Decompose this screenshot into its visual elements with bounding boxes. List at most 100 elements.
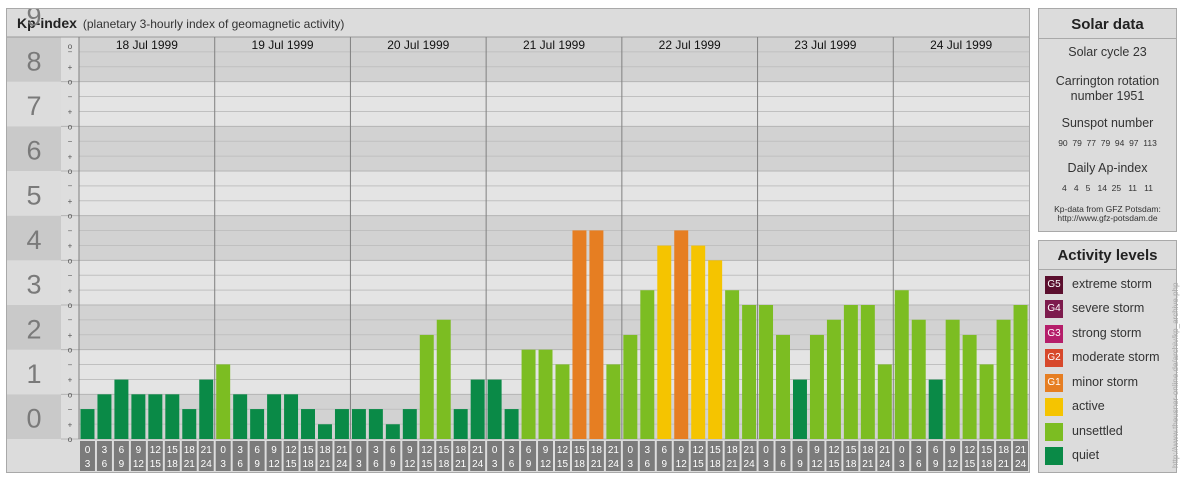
interval-cell xyxy=(571,441,587,471)
kp-bar xyxy=(504,409,519,439)
interval-cell xyxy=(80,441,95,471)
interval-cell xyxy=(622,441,638,471)
kp-bar xyxy=(318,424,332,439)
kp-bar xyxy=(216,364,231,439)
carrington-label-1: Carrington rotation xyxy=(1055,74,1160,88)
interval-cell xyxy=(521,441,537,471)
interval-start-label: 6 xyxy=(933,445,939,456)
y-band xyxy=(79,260,1029,305)
kp-bar xyxy=(334,409,349,439)
y-minor-label: o xyxy=(68,435,73,444)
interval-cell xyxy=(639,441,655,471)
level-swatch: G3 xyxy=(1045,325,1063,343)
kp-bar xyxy=(555,364,570,439)
kp-bar xyxy=(894,290,909,439)
interval-start-label: 12 xyxy=(964,445,976,456)
y-minor-label: + xyxy=(68,152,73,161)
interval-cell xyxy=(181,441,197,471)
interval-cell xyxy=(198,441,214,471)
kp-bar xyxy=(250,409,265,439)
interval-cell xyxy=(351,441,367,471)
level-swatch: G4 xyxy=(1045,300,1063,318)
y-band xyxy=(79,126,1029,171)
kp-bar xyxy=(945,319,960,439)
interval-end-label: 6 xyxy=(373,459,379,470)
y-minor-label: o xyxy=(68,256,73,265)
credit-line-1: Kp-data from GFZ Potsdam: xyxy=(1054,204,1161,214)
interval-start-label: 3 xyxy=(780,445,786,456)
kp-bar xyxy=(877,364,892,439)
interval-end-label: 6 xyxy=(645,459,651,470)
interval-end-label: 12 xyxy=(404,459,416,470)
level-label: extreme storm xyxy=(1072,277,1152,291)
interval-cell xyxy=(758,441,774,471)
level-swatch: G5 xyxy=(1045,276,1063,294)
credit-line-2: http://www.gfz-potsdam.de xyxy=(1057,213,1158,223)
kp-bar xyxy=(962,334,977,439)
kp-bar xyxy=(674,230,689,439)
kp-bar xyxy=(708,260,723,439)
interval-end-label: 9 xyxy=(526,459,532,470)
level-label: unsettled xyxy=(1072,424,1123,438)
interval-cell xyxy=(538,441,553,471)
interval-start-label: 0 xyxy=(85,445,91,456)
interval-end-label: 24 xyxy=(608,459,620,470)
interval-start-label: 12 xyxy=(285,445,297,456)
interval-end-label: 9 xyxy=(119,459,125,470)
level-swatch xyxy=(1045,398,1063,416)
interval-cell xyxy=(877,441,893,471)
level-label: minor storm xyxy=(1072,375,1138,389)
interval-end-label: 18 xyxy=(574,459,586,470)
y-minor-label: + xyxy=(68,242,73,251)
interval-cell xyxy=(334,441,350,471)
y-label-band xyxy=(7,37,61,82)
kp-bar xyxy=(148,394,163,439)
interval-start-label: 12 xyxy=(557,445,569,456)
interval-start-label: 3 xyxy=(645,445,651,456)
interval-start-label: 0 xyxy=(356,445,362,456)
interval-start-label: 3 xyxy=(102,445,108,456)
kp-bar xyxy=(436,319,451,439)
level-label: moderate storm xyxy=(1072,350,1160,364)
interval-end-label: 6 xyxy=(237,459,243,470)
kp-bar xyxy=(826,319,841,439)
interval-start-label: 15 xyxy=(302,445,314,456)
interval-cell xyxy=(690,441,706,471)
kp-bar xyxy=(606,364,621,439)
interval-start-label: 9 xyxy=(678,445,684,456)
interval-start-label: 15 xyxy=(981,445,993,456)
interval-start-label: 0 xyxy=(492,445,498,456)
interval-start-label: 9 xyxy=(543,445,549,456)
interval-cell xyxy=(232,441,248,471)
interval-start-label: 6 xyxy=(254,445,260,456)
interval-start-label: 0 xyxy=(763,445,769,456)
solar-cycle: Solar cycle 23 xyxy=(1068,45,1147,59)
interval-end-label: 21 xyxy=(998,459,1010,470)
activity-levels-title: Activity levels xyxy=(1057,247,1158,264)
interval-end-label: 3 xyxy=(763,459,769,470)
kp-bar xyxy=(402,409,417,439)
y-label-band xyxy=(7,126,61,171)
kp-bar xyxy=(538,349,553,439)
interval-start-label: 9 xyxy=(814,445,820,456)
y-minor-label: − xyxy=(68,92,73,101)
interval-start-label: 12 xyxy=(693,445,705,456)
kp-bar xyxy=(742,305,757,439)
interval-end-label: 15 xyxy=(285,459,297,470)
y-tick-label: 7 xyxy=(26,91,41,121)
kp-bar xyxy=(470,379,485,439)
interval-cell xyxy=(436,441,452,471)
minor-label-column xyxy=(61,37,79,439)
interval-cell xyxy=(724,441,740,471)
interval-end-label: 15 xyxy=(828,459,840,470)
interval-start-label: 6 xyxy=(526,445,532,456)
interval-end-label: 18 xyxy=(167,459,179,470)
kp-bar xyxy=(453,409,468,439)
interval-end-label: 18 xyxy=(710,459,722,470)
interval-end-label: 6 xyxy=(780,459,786,470)
interval-cell xyxy=(979,441,995,471)
chart-title: Kp-index (planetary 3-hourly index of geo… xyxy=(17,15,344,31)
interval-start-label: 21 xyxy=(336,445,348,456)
y-label-band xyxy=(7,305,61,350)
interval-start-label: 21 xyxy=(201,445,213,456)
